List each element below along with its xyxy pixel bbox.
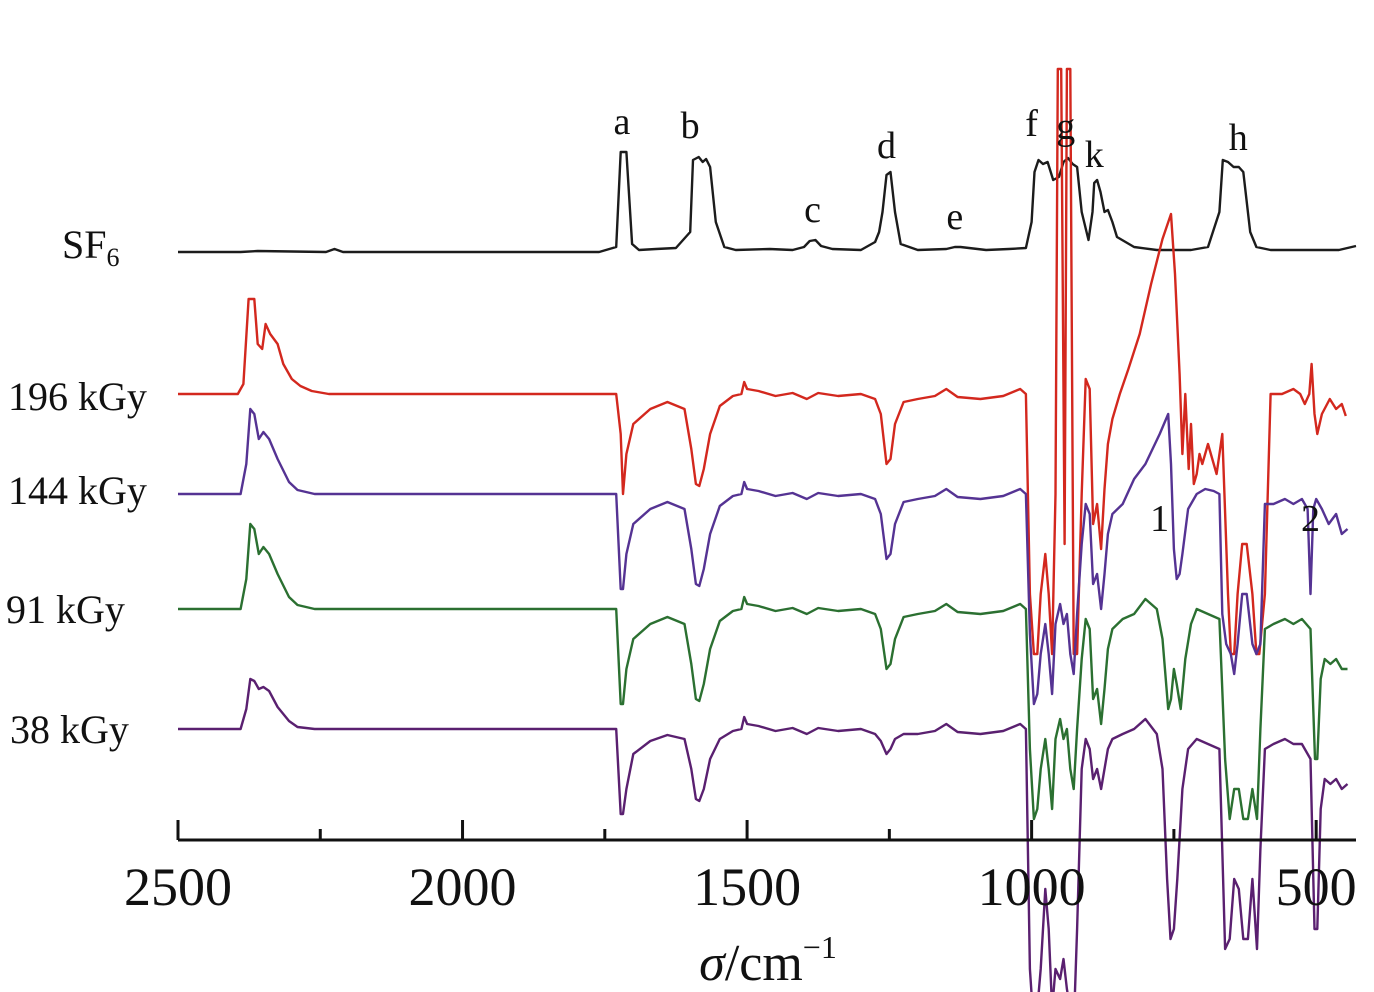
series-line-4 (178, 677, 1349, 992)
peak-label-6: g (1056, 106, 1075, 148)
x-axis: 2500 2000 1500 1000 500 (124, 820, 1357, 917)
peak-label-3: d (877, 125, 896, 167)
x-tick-label-1: 2000 (409, 857, 517, 917)
series-label-text: 196 kGy (8, 374, 147, 419)
series-label-2: 144 kGy (8, 468, 147, 513)
x-tick-label-4: 500 (1276, 857, 1357, 917)
series-label-text: 144 kGy (8, 468, 147, 513)
series-label-text: 38 kGy (10, 707, 129, 752)
series-labels: SF6 196 kGy 144 kGy 91 kGy 38 kGy (6, 222, 147, 752)
x-axis-exponent: −1 (803, 929, 837, 965)
peak-label-5: f (1025, 103, 1038, 145)
series-label-1: 196 kGy (8, 374, 147, 419)
series-line-2 (178, 407, 1349, 706)
peak-label-1: b (681, 105, 700, 147)
series-line-0 (178, 150, 1357, 254)
x-axis-symbol: σ (699, 935, 727, 992)
series-line-1 (178, 67, 1347, 656)
spectra-layer (178, 67, 1357, 992)
peak-label-8: h (1229, 117, 1248, 159)
peak-label-9: 1 (1150, 498, 1169, 540)
series-label-3: 91 kGy (6, 587, 125, 632)
x-tick-label-2: 1500 (693, 857, 801, 917)
peak-label-4: e (946, 196, 963, 238)
peak-label-2: c (804, 189, 821, 231)
x-axis-title: σ/cm−1 (699, 929, 837, 992)
series-label-text: SF (62, 222, 107, 267)
peak-label-7: k (1085, 134, 1104, 176)
series-label-4: 38 kGy (10, 707, 129, 752)
series-label-subscript: 6 (107, 243, 120, 272)
series-label-0: SF6 (62, 222, 120, 272)
peak-label-10: 2 (1301, 498, 1320, 540)
x-tick-label-3: 1000 (978, 857, 1086, 917)
x-axis-unit: /cm (725, 935, 803, 992)
x-tick-label-0: 2500 (124, 857, 232, 917)
peak-labels: a b c d e f gk h 1 2 (613, 101, 1320, 540)
series-line-3 (178, 522, 1348, 821)
peak-label-0: a (613, 101, 630, 143)
series-label-text: 91 kGy (6, 587, 125, 632)
